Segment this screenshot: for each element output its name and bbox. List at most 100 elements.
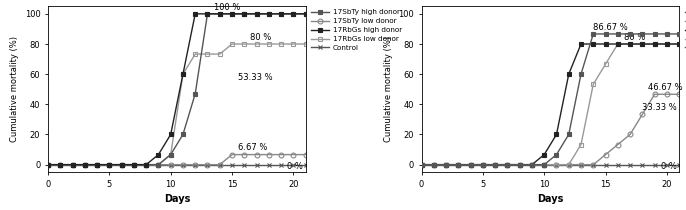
17SbTy low recipiant <box>516 163 524 166</box>
17SbTy high recipiant <box>602 33 610 35</box>
17SbTy high recipiant <box>626 33 634 35</box>
Text: 6.67 %: 6.67 % <box>238 143 268 152</box>
17RbGs high donor <box>117 163 126 166</box>
Control <box>528 163 536 166</box>
17RbGs high donor <box>265 13 273 15</box>
Line: Control: Control <box>45 162 308 167</box>
17RbGs low donor <box>130 163 138 166</box>
Text: 80 %: 80 % <box>624 34 646 42</box>
17SbTy high recipiant <box>479 163 487 166</box>
17RbGs high recipiant <box>442 163 450 166</box>
17SbTy low recipiant <box>504 163 512 166</box>
17RbGs high donor <box>81 163 89 166</box>
17RbGs high donor <box>142 163 150 166</box>
17RbGs low recipiant <box>479 163 487 166</box>
17SbTy low recipiant <box>454 163 462 166</box>
17SbTy low recipiant <box>650 93 659 96</box>
17RbGs low recipiant <box>663 43 671 45</box>
17SbTy high recipiant <box>565 133 573 136</box>
Control <box>105 163 113 166</box>
Control <box>577 163 585 166</box>
17SbTy high recipiant <box>650 33 659 35</box>
17SbTy low recipiant <box>638 113 646 116</box>
17RbGs low donor <box>265 43 273 45</box>
17SbTy low recipiant <box>442 163 450 166</box>
Control <box>540 163 548 166</box>
17RbGs high recipiant <box>491 163 499 166</box>
Control <box>454 163 462 166</box>
17SbTy low recipiant <box>528 163 536 166</box>
Line: 17SbTy high donor: 17SbTy high donor <box>45 11 308 167</box>
Text: 80 %: 80 % <box>250 34 272 42</box>
17SbTy low recipiant <box>589 163 598 166</box>
Control <box>565 163 573 166</box>
Line: 17SbTy low donor: 17SbTy low donor <box>45 152 308 167</box>
17RbGs high donor <box>302 13 310 15</box>
17SbTy low donor <box>154 163 163 166</box>
Text: 53.33 %: 53.33 % <box>238 73 273 82</box>
Text: 46.67 %: 46.67 % <box>648 83 683 92</box>
17SbTy high recipiant <box>614 33 622 35</box>
17RbGs low donor <box>44 163 52 166</box>
17SbTy high donor <box>203 13 211 15</box>
Control <box>240 163 248 166</box>
Control <box>277 163 285 166</box>
X-axis label: Days: Days <box>537 194 563 204</box>
17SbTy low recipiant <box>663 93 671 96</box>
17RbGs high donor <box>228 13 236 15</box>
17SbTy low donor <box>191 163 200 166</box>
Line: 17RbGs high donor: 17RbGs high donor <box>45 11 308 167</box>
Line: 17SbTy high recipiant: 17SbTy high recipiant <box>419 32 682 167</box>
17SbTy high donor <box>167 153 175 156</box>
17RbGs low donor <box>117 163 126 166</box>
17RbGs high recipiant <box>650 43 659 45</box>
17RbGs low donor <box>302 43 310 45</box>
17RbGs high recipiant <box>540 153 548 156</box>
17SbTy low donor <box>105 163 113 166</box>
17RbGs low donor <box>167 153 175 156</box>
17SbTy low donor <box>179 163 187 166</box>
17RbGs low recipiant <box>589 83 598 85</box>
17RbGs low recipiant <box>528 163 536 166</box>
Control <box>252 163 261 166</box>
17SbTy low recipiant <box>602 153 610 156</box>
Control <box>602 163 610 166</box>
Control <box>117 163 126 166</box>
17SbTy low donor <box>289 153 298 156</box>
17SbTy high donor <box>81 163 89 166</box>
17RbGs high recipiant <box>577 43 585 45</box>
17SbTy low recipiant <box>491 163 499 166</box>
17SbTy low donor <box>203 163 211 166</box>
17SbTy low donor <box>93 163 102 166</box>
17RbGs high recipiant <box>516 163 524 166</box>
Legend: 17SbTy high recipiant, 17SbTy low recipiant, 17RbGs high recipiant, 17RbGs low r: 17SbTy high recipiant, 17SbTy low recipi… <box>682 6 686 54</box>
17RbGs low recipiant <box>552 163 560 166</box>
17RbGs high donor <box>154 153 163 156</box>
17RbGs high donor <box>203 13 211 15</box>
17SbTy low donor <box>277 153 285 156</box>
17SbTy high recipiant <box>589 33 598 35</box>
Control <box>442 163 450 166</box>
17SbTy low recipiant <box>614 143 622 146</box>
Text: 0 %: 0 % <box>287 162 303 171</box>
17SbTy low donor <box>228 153 236 156</box>
17RbGs low donor <box>154 163 163 166</box>
17SbTy low donor <box>252 153 261 156</box>
Control <box>302 163 310 166</box>
17RbGs low recipiant <box>442 163 450 166</box>
17SbTy low donor <box>302 153 310 156</box>
17SbTy low donor <box>130 163 138 166</box>
17RbGs high recipiant <box>675 43 683 45</box>
17RbGs low donor <box>179 73 187 75</box>
17RbGs low donor <box>105 163 113 166</box>
17SbTy high recipiant <box>417 163 425 166</box>
17SbTy low recipiant <box>417 163 425 166</box>
17RbGs high recipiant <box>454 163 462 166</box>
Control <box>504 163 512 166</box>
17SbTy low donor <box>167 163 175 166</box>
Control <box>516 163 524 166</box>
X-axis label: Days: Days <box>164 194 190 204</box>
17SbTy low donor <box>142 163 150 166</box>
17SbTy low recipiant <box>626 133 634 136</box>
17RbGs low donor <box>81 163 89 166</box>
